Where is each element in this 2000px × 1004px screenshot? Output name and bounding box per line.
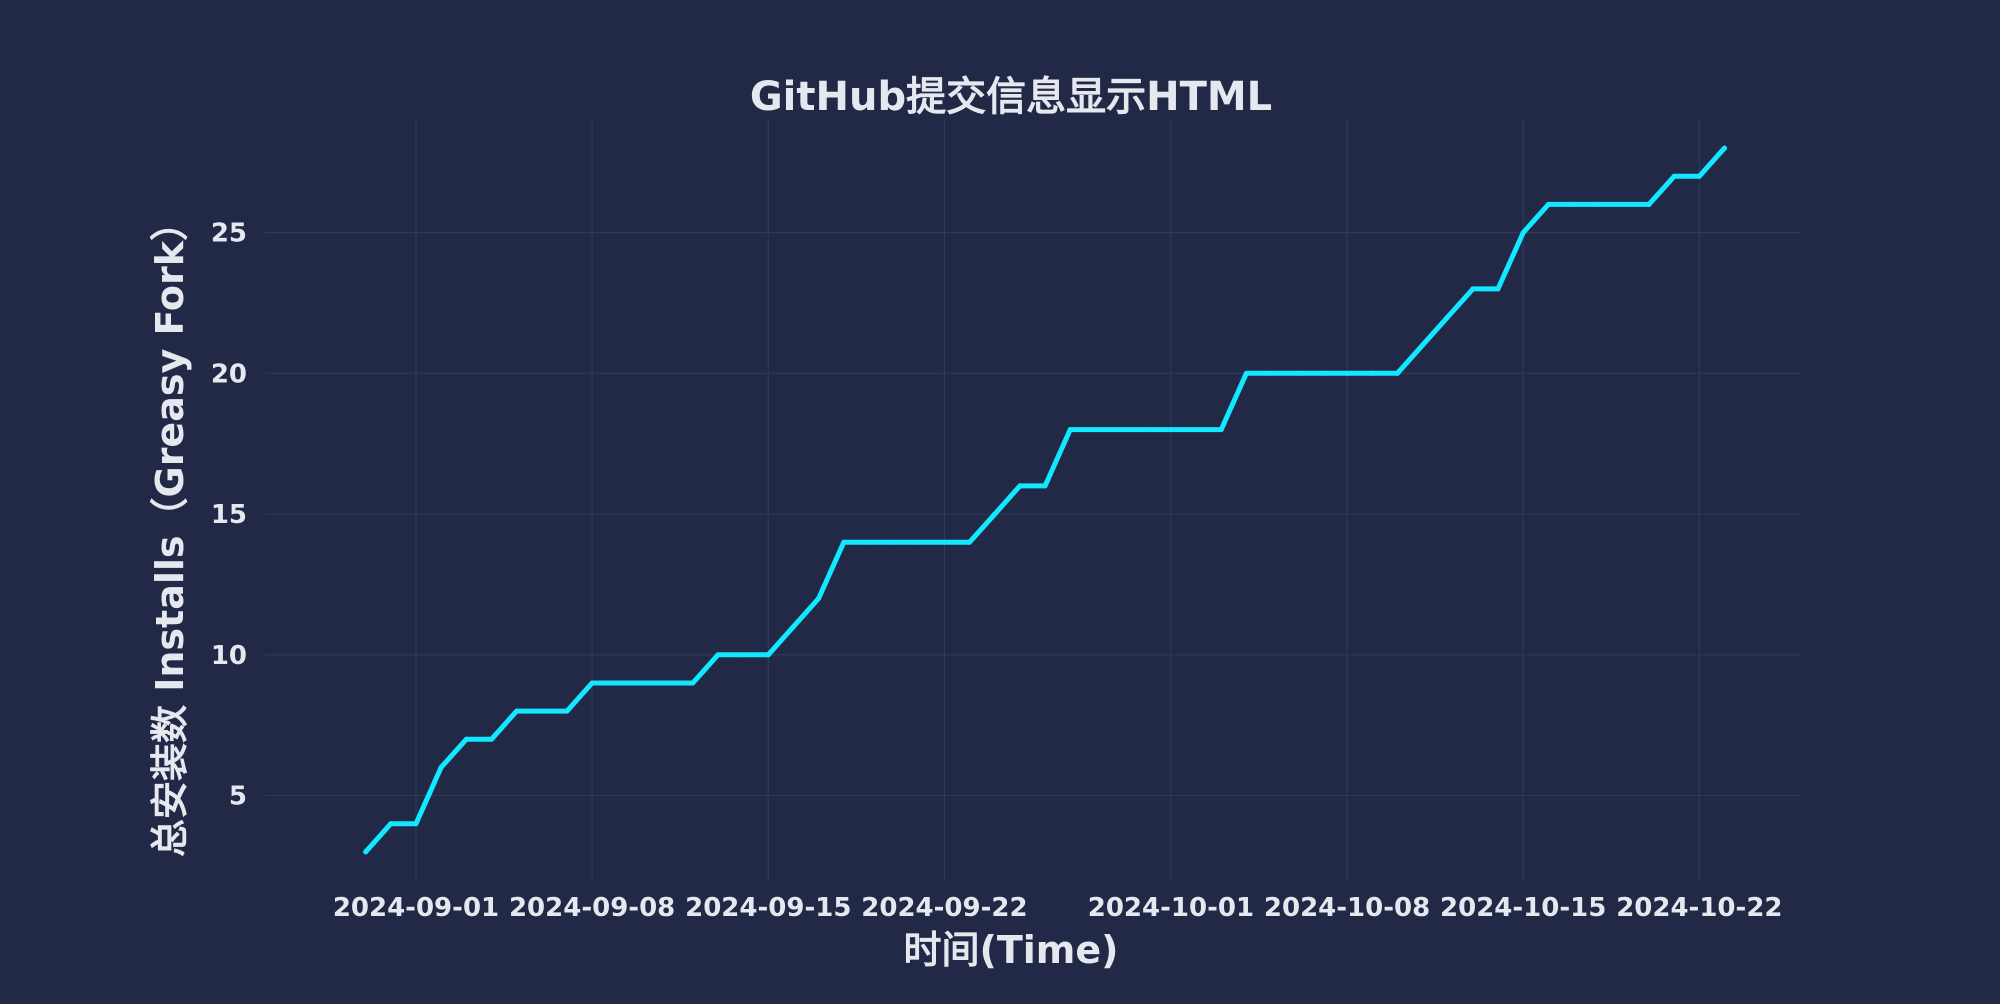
y-tick-label: 5 — [229, 782, 247, 812]
x-tick-label: 2024-10-15 — [1440, 893, 1606, 923]
data-point — [967, 539, 973, 545]
data-point — [1118, 427, 1124, 433]
data-point — [564, 708, 570, 714]
data-point — [614, 680, 620, 686]
y-tick-label: 15 — [211, 500, 247, 530]
data-point — [1294, 370, 1300, 376]
series-layer — [363, 145, 1728, 855]
data-point — [1445, 314, 1451, 320]
data-point — [463, 736, 469, 742]
data-point — [1722, 145, 1728, 151]
y-tick-label: 25 — [211, 219, 247, 249]
data-point — [790, 624, 796, 630]
data-point — [1193, 427, 1199, 433]
data-point — [816, 596, 822, 602]
data-point — [1218, 427, 1224, 433]
data-point — [363, 849, 369, 855]
data-point — [916, 539, 922, 545]
y-tick-label: 10 — [211, 641, 247, 671]
data-point — [639, 680, 645, 686]
data-point — [1092, 427, 1098, 433]
x-axis-label: 时间(Time) — [903, 928, 1118, 972]
data-point — [488, 736, 494, 742]
data-point — [690, 680, 696, 686]
data-point — [1319, 370, 1325, 376]
data-point — [1243, 370, 1249, 376]
data-point — [514, 708, 520, 714]
series-line — [363, 145, 1727, 855]
data-point — [438, 764, 444, 770]
data-point — [1671, 173, 1677, 179]
x-tick-label: 2024-09-08 — [509, 893, 675, 923]
data-point — [1168, 427, 1174, 433]
data-point — [1344, 370, 1350, 376]
data-point — [1143, 427, 1149, 433]
data-point — [1067, 427, 1073, 433]
data-point — [1269, 370, 1275, 376]
data-point — [1495, 286, 1501, 292]
data-point — [1017, 483, 1023, 489]
data-point — [765, 652, 771, 658]
data-point — [1646, 201, 1652, 207]
data-point — [1420, 342, 1426, 348]
data-point — [1545, 201, 1551, 207]
x-tick-label: 2024-09-22 — [861, 893, 1027, 923]
tick-labels: 5 10 15 20 25 2024-09-01 2024-09-08 2024-09-15 2… — [211, 219, 1783, 923]
y-tick-label: 20 — [211, 359, 247, 389]
data-point — [1621, 201, 1627, 207]
data-point — [1369, 370, 1375, 376]
data-point — [715, 652, 721, 658]
data-point — [1596, 201, 1602, 207]
data-point — [1571, 201, 1577, 207]
x-tick-label: 2024-09-15 — [685, 893, 851, 923]
data-point — [1470, 286, 1476, 292]
x-tick-label: 2024-10-01 — [1088, 893, 1254, 923]
x-tick-label: 2024-10-08 — [1264, 893, 1430, 923]
data-point — [539, 708, 545, 714]
y-axis-label: 总安装数 Installs（Greasy Fork） — [148, 203, 192, 857]
x-tick-label: 2024-10-22 — [1616, 893, 1782, 923]
data-point — [413, 821, 419, 827]
data-point — [1042, 483, 1048, 489]
data-point — [1520, 230, 1526, 236]
grid — [265, 120, 1800, 880]
data-point — [388, 821, 394, 827]
data-point — [841, 539, 847, 545]
data-point — [941, 539, 947, 545]
x-tick-label: 2024-09-01 — [333, 893, 499, 923]
data-point — [866, 539, 872, 545]
data-point — [665, 680, 671, 686]
data-point — [589, 680, 595, 686]
data-point — [740, 652, 746, 658]
data-point — [1696, 173, 1702, 179]
chart-title: GitHub提交信息显示HTML — [750, 74, 1272, 120]
data-point — [1394, 370, 1400, 376]
data-point — [891, 539, 897, 545]
data-point — [992, 511, 998, 517]
